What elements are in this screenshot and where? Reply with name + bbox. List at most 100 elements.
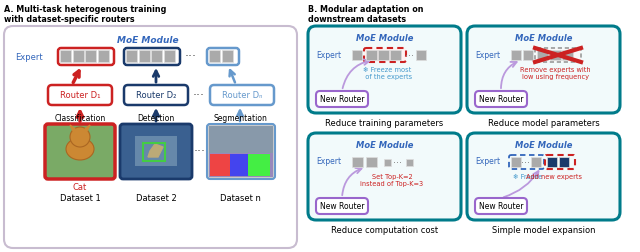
Text: Dataset 2: Dataset 2 [136,193,177,202]
FancyBboxPatch shape [467,27,620,114]
Bar [559,158,569,167]
Bar [138,51,150,63]
Bar [151,51,162,63]
FancyBboxPatch shape [316,198,368,214]
Bar [352,158,363,167]
Text: ···: ··· [193,89,205,102]
FancyBboxPatch shape [308,134,461,220]
Bar [416,51,426,61]
Text: Classification: Classification [54,114,106,122]
Bar [406,159,413,166]
Bar [523,51,533,61]
Text: New Router: New Router [479,95,524,104]
FancyBboxPatch shape [316,92,368,108]
Bar [390,51,401,61]
Bar [511,158,521,167]
Bar [163,51,175,63]
Text: Reduce model parameters: Reduce model parameters [488,118,600,128]
Bar [230,154,248,176]
Text: Expert: Expert [475,157,500,166]
Text: Cat: Cat [73,182,87,191]
Text: ···: ··· [194,145,206,158]
Text: Add new experts: Add new experts [526,173,582,179]
Bar [248,154,270,176]
Polygon shape [148,144,163,158]
Text: Router Dₙ: Router Dₙ [221,91,262,100]
Bar [210,154,230,176]
Bar [550,51,561,61]
Bar [72,51,83,63]
FancyBboxPatch shape [364,49,406,63]
Text: ···: ··· [185,50,197,63]
Text: Expert: Expert [316,157,341,166]
FancyBboxPatch shape [207,49,239,66]
Text: Set Top-K=2
instead of Top-K=3: Set Top-K=2 instead of Top-K=3 [360,173,424,186]
Polygon shape [85,125,90,132]
Bar [209,127,273,153]
Bar [562,51,573,61]
FancyBboxPatch shape [124,49,180,66]
FancyBboxPatch shape [4,27,297,248]
Text: A. Multi-task heterogenous training
with dataset-specific routers: A. Multi-task heterogenous training with… [4,5,166,24]
FancyBboxPatch shape [475,198,527,214]
Polygon shape [70,125,75,132]
Ellipse shape [66,138,94,160]
Bar [366,51,377,61]
Text: B. Modular adaptation on
downstream datasets: B. Modular adaptation on downstream data… [308,5,424,24]
FancyBboxPatch shape [207,124,275,179]
Text: ❄ Freeze: ❄ Freeze [513,173,542,179]
Bar [378,51,389,61]
Text: Reduce training parameters: Reduce training parameters [325,118,444,128]
Circle shape [70,128,90,147]
Bar [143,143,165,161]
Text: MoE Module: MoE Module [356,140,413,149]
Text: Simple model expansion: Simple model expansion [492,225,595,234]
Text: Remove experts with
low using frequency: Remove experts with low using frequency [520,67,590,80]
FancyBboxPatch shape [58,49,114,66]
Text: Router D₁: Router D₁ [60,91,100,100]
Text: Router D₂: Router D₂ [136,91,176,100]
Text: MoE Module: MoE Module [515,34,572,43]
FancyBboxPatch shape [120,124,192,179]
Text: Expert: Expert [15,52,43,61]
Text: ···: ··· [406,51,415,61]
Bar [537,51,548,61]
Text: Expert: Expert [475,50,500,59]
Bar [97,51,109,63]
Bar [126,51,137,63]
Bar [85,51,96,63]
Bar [60,51,71,63]
FancyBboxPatch shape [467,134,620,220]
Bar [366,158,377,167]
Bar [135,137,177,166]
FancyBboxPatch shape [48,86,112,106]
Bar [547,158,557,167]
Text: New Router: New Router [320,202,364,211]
FancyBboxPatch shape [475,92,527,108]
Text: ···: ··· [394,158,403,167]
Text: ❄ Freeze most
  of the experts: ❄ Freeze most of the experts [362,67,413,80]
Text: MoE Module: MoE Module [117,36,179,45]
Text: New Router: New Router [320,95,364,104]
Bar [384,159,391,166]
Text: Detection: Detection [138,114,175,122]
Bar [221,51,232,63]
Bar [511,51,521,61]
Text: MoE Module: MoE Module [356,34,413,43]
Text: Reduce computation cost: Reduce computation cost [331,225,438,234]
FancyBboxPatch shape [45,124,115,179]
Text: Dataset 1: Dataset 1 [60,193,100,202]
Bar [209,51,220,63]
Text: Segmentation: Segmentation [213,114,267,122]
Text: MoE Module: MoE Module [515,140,572,149]
Text: New Router: New Router [479,202,524,211]
Bar [531,158,541,167]
Text: ···: ··· [520,158,529,167]
Bar [209,153,273,177]
Text: Expert: Expert [316,50,341,59]
FancyBboxPatch shape [308,27,461,114]
FancyBboxPatch shape [535,49,581,63]
Bar [352,51,362,61]
FancyBboxPatch shape [210,86,274,106]
Text: Dataset n: Dataset n [220,193,260,202]
